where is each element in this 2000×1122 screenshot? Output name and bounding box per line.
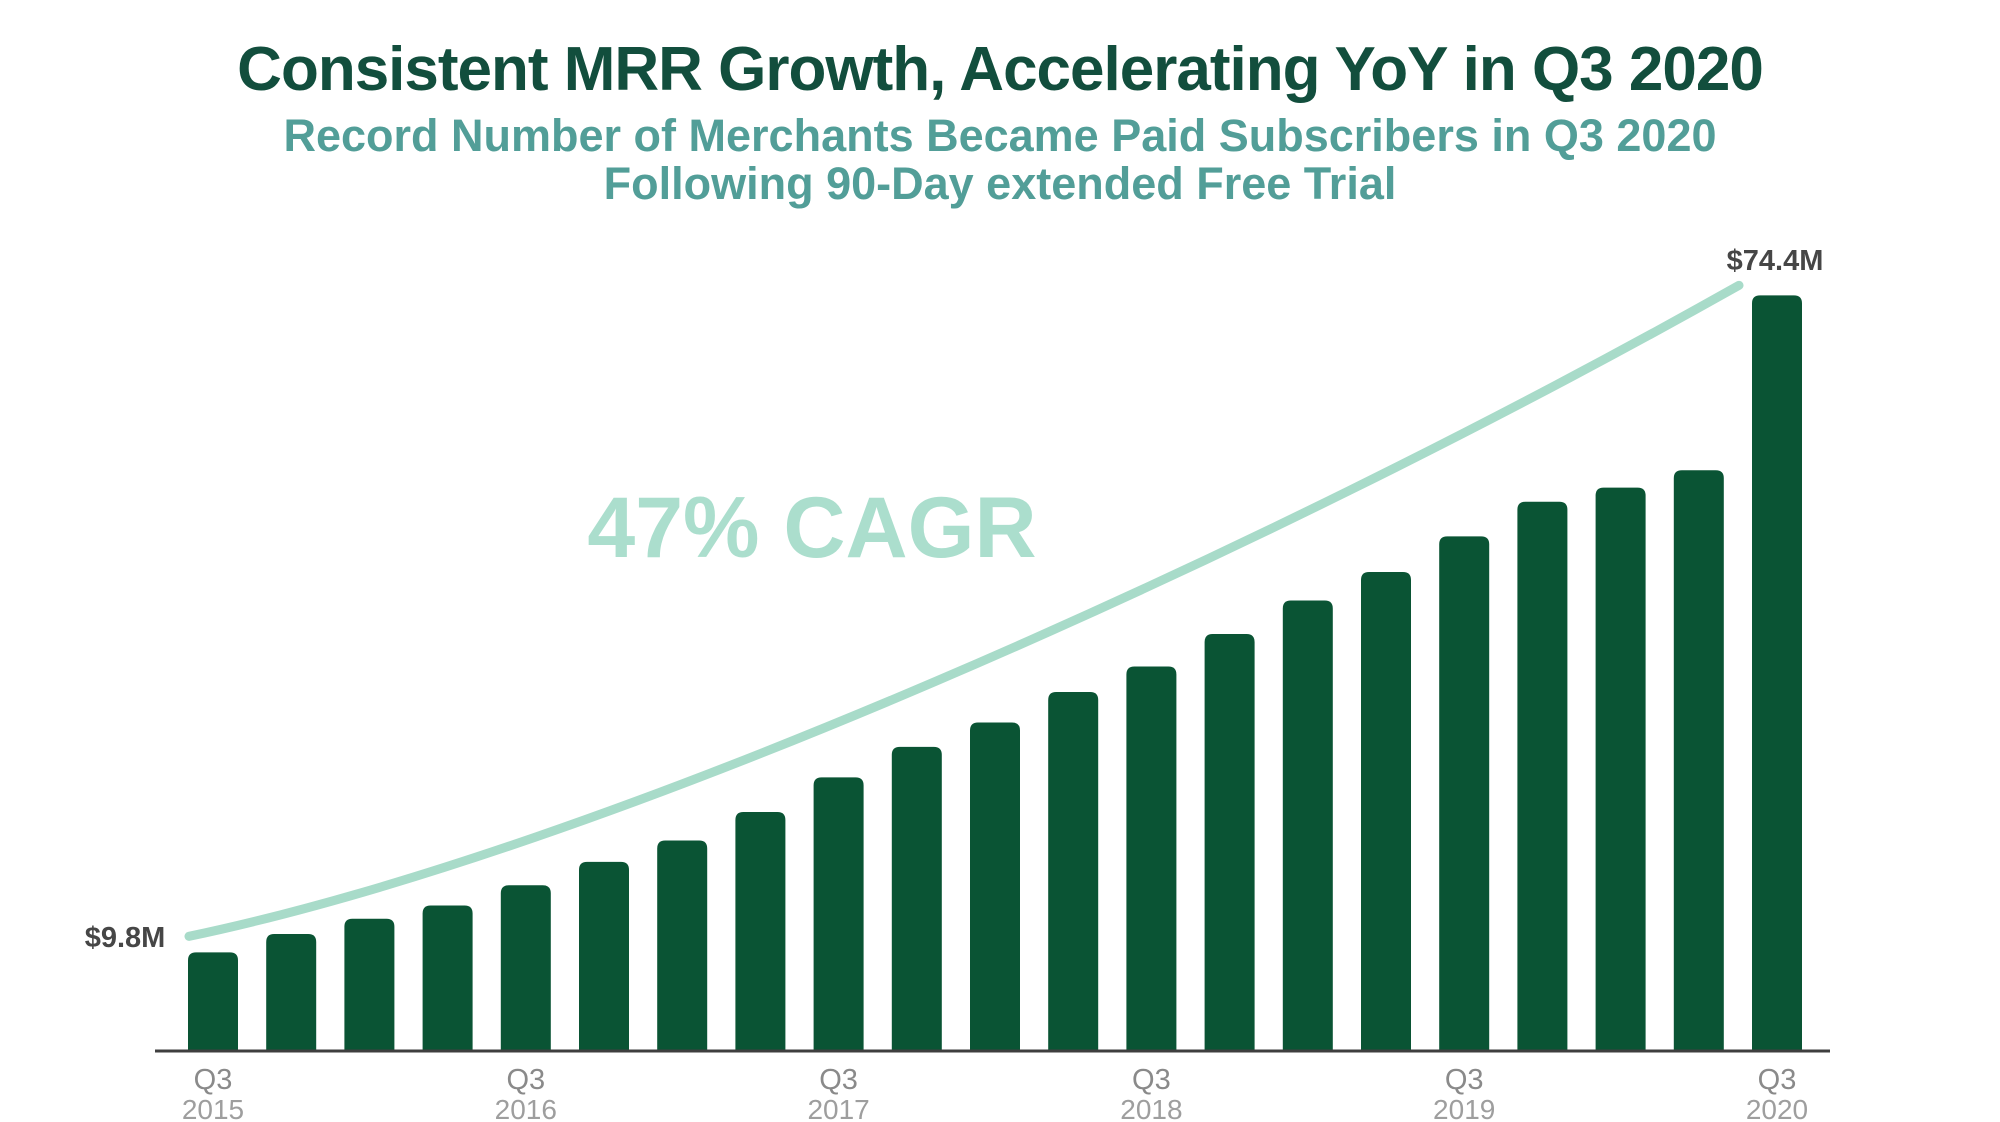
bar-q4-2015 [266,934,317,1052]
bar-q1-2020 [1595,487,1646,1052]
bar-q3-2017 [813,777,864,1052]
bar-q1-2017 [657,840,708,1052]
chart-title: Consistent MRR Growth, Accelerating YoY … [237,35,1764,104]
x-axis-tick-quarter-2019: Q3 [1445,1064,1484,1096]
bar-q1-2018 [970,722,1020,1052]
x-axis-tick-quarter-2016: Q3 [506,1064,545,1096]
bar-q4-2019 [1517,501,1568,1053]
first-bar-value-label: $9.8M [85,922,166,954]
x-axis-tick-year-2019: 2019 [1433,1094,1495,1122]
x-axis-tick-year-2017: 2017 [807,1094,869,1122]
x-axis-tick-quarter-2018: Q3 [1132,1064,1171,1096]
chart-subtitle: Record Number of Merchants Became Paid S… [0,112,2000,208]
x-axis-tick-year-2018: 2018 [1120,1094,1182,1122]
x-axis-tick-year-2016: 2016 [495,1094,557,1122]
x-axis-tick-quarter-2017: Q3 [819,1064,858,1096]
bar-q4-2018 [1204,634,1255,1052]
bar-q3-2015 [188,952,238,1052]
bar-q3-2019 [1439,536,1490,1052]
bar-q3-2016 [500,885,551,1052]
bar-q2-2016 [422,905,473,1052]
bar-q2-2018 [1048,691,1099,1052]
bar-q1-2019 [1282,600,1333,1052]
x-axis-tick-year-2020: 2020 [1746,1094,1808,1122]
bar-q2-2019 [1361,571,1411,1052]
bar-q2-2017 [735,811,786,1052]
bars-group [188,295,1802,1053]
bar-q3-2018 [1126,666,1177,1052]
bar-q2-2020 [1673,470,1724,1052]
chart-subtitle-line1: Record Number of Merchants Became Paid S… [283,110,1717,161]
bar-q4-2016 [579,861,629,1052]
x-axis-tick-year-2015: 2015 [182,1094,244,1122]
cagr-trend-line [184,280,1744,941]
bar-q1-2016 [344,918,395,1052]
chart-subtitle-line2: Following 90-Day extended Free Trial [603,158,1397,209]
last-bar-value-label: $74.4M [1727,245,1824,277]
cagr-label: 47% CAGR [587,480,1036,576]
bar-q3-2020 [1752,295,1802,1052]
bar-q4-2017 [891,746,942,1052]
x-axis-tick-quarter-2015: Q3 [194,1064,233,1096]
x-axis-tick-quarter-2020: Q3 [1758,1064,1797,1096]
